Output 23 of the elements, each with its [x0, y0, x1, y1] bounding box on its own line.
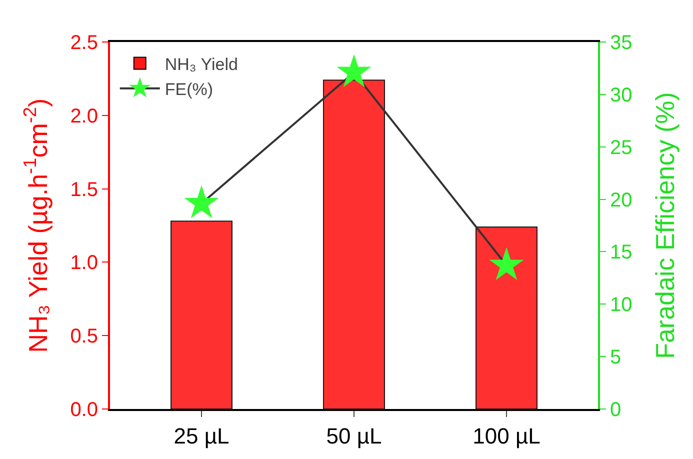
point: [489, 247, 524, 280]
x-tick-label: 50 µL: [326, 423, 382, 448]
y2-axis-title: Faradaic Efficiency (%): [650, 92, 680, 359]
y-tick-label: 0.5: [70, 326, 98, 348]
y2-tick-label: 10: [610, 294, 632, 316]
y2-tick-label: 30: [610, 84, 632, 106]
y2-tick-label: 5: [610, 346, 622, 369]
x-tick-label: 25 µL: [174, 423, 230, 448]
y2-tick-label: 20: [610, 189, 632, 212]
y2-tick-label: 0: [610, 399, 622, 421]
y2-tick-label: 25: [610, 136, 632, 159]
y-tick-label: 2.0: [70, 105, 98, 128]
legend-label: FE(%): [164, 80, 214, 99]
y-tick-label: 2.5: [70, 32, 98, 54]
point: [336, 54, 372, 88]
y2-tick-label: 15: [610, 242, 632, 264]
legend-label: NH₃ Yield: [164, 54, 238, 74]
point: [184, 185, 219, 218]
y-tick-label: 0.0: [70, 399, 98, 421]
y-tick-label: 1.5: [70, 178, 98, 201]
y-tick-label: 1.0: [70, 252, 98, 274]
x-tick-label: 100 µL: [472, 423, 540, 448]
y2-tick-label: 35: [610, 32, 632, 54]
